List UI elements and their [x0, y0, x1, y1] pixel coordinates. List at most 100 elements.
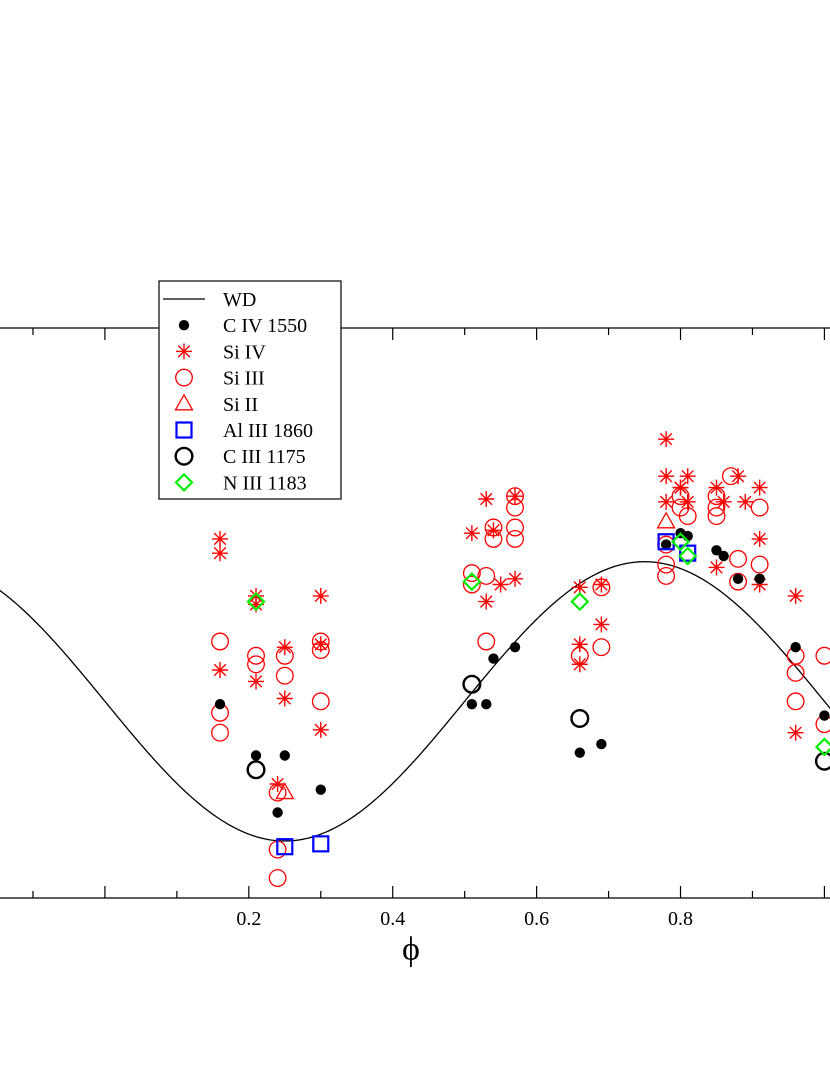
asterisk-stroke: [789, 726, 802, 739]
asterisk-stroke: [479, 492, 493, 506]
asterisk-stroke: [659, 432, 673, 446]
asterisk-stroke: [659, 469, 673, 483]
point-c-iv-1550: [732, 573, 744, 584]
point-si-iii: [750, 555, 769, 574]
x-axis-label: ϕ: [402, 931, 420, 968]
point-si-iv: [787, 587, 804, 604]
point-c-iv-1550: [754, 573, 765, 584]
legend-item-si-iii: Si III: [175, 368, 265, 390]
legend-item-al-iii-1860: Al III 1860: [175, 420, 313, 442]
x-tick-label: 0.2: [236, 908, 261, 930]
legend-marker: [175, 421, 193, 439]
point-n-iii-1183: [814, 737, 830, 757]
point-si-iii: [211, 723, 229, 742]
point-si-iii: [462, 575, 481, 594]
legend-label: C IV 1550: [223, 315, 307, 337]
point-si-iv: [593, 616, 610, 633]
point-si-iv: [276, 690, 293, 707]
point-si-ii: [275, 782, 295, 800]
point-si-iii: [275, 666, 294, 685]
point-si-iv: [571, 636, 588, 653]
point-si-iv: [787, 724, 804, 741]
legend-marker: [176, 343, 192, 360]
point-c-iv-1550: [315, 784, 326, 795]
legend-label: Si II: [223, 394, 258, 416]
asterisk-stroke: [753, 532, 766, 546]
point-si-iv: [478, 491, 495, 507]
asterisk-stroke: [681, 495, 694, 509]
point-si-iv: [485, 522, 502, 539]
point-si-iii: [786, 663, 805, 682]
point-c-iv-1550: [819, 710, 830, 721]
point-si-iv: [571, 656, 588, 673]
point-si-iv: [730, 468, 747, 485]
data-points: [211, 431, 830, 888]
asterisk-stroke: [278, 692, 292, 705]
point-si-iii: [657, 555, 676, 574]
series-si-ii: [275, 511, 676, 800]
point-si-iii: [750, 498, 769, 517]
point-n-iii-1183: [570, 592, 590, 612]
legend: WD C IV 1550 Si IV Si III Si II Al III 1860 C …: [158, 280, 342, 500]
point-si-iv: [679, 493, 696, 510]
asterisk-stroke: [465, 526, 479, 540]
point-si-iv: [737, 493, 754, 510]
point-c-iv-1550: [481, 699, 492, 710]
series-n-iii-1183: [246, 532, 830, 757]
point-n-iii-1183: [670, 532, 691, 552]
legend-label: Si III: [223, 368, 265, 390]
point-c-iii-1175: [246, 760, 266, 780]
point-si-iii: [592, 638, 611, 657]
point-si-iv: [212, 662, 229, 678]
point-si-iv: [269, 776, 286, 792]
series-c-iv-1550: [214, 528, 830, 818]
point-c-iv-1550: [596, 738, 607, 750]
point-c-iv-1550: [718, 550, 729, 562]
asterisk-stroke: [659, 495, 673, 509]
asterisk-stroke: [278, 640, 292, 654]
point-c-iv-1550: [660, 539, 672, 550]
point-si-iii: [462, 564, 481, 583]
point-si-iv: [507, 488, 524, 505]
point-c-iv-1550: [214, 699, 226, 710]
x-tick-label: 0.6: [524, 908, 549, 930]
asterisk-stroke: [494, 578, 507, 591]
asterisk-stroke: [213, 663, 227, 677]
point-c-iii-1175: [462, 674, 482, 694]
legend-item-wd: WD: [163, 289, 256, 311]
point-c-iv-1550: [272, 807, 283, 818]
series-si-iv: [212, 431, 804, 792]
legend-item-c-iii-1175: C III 1175: [174, 446, 306, 468]
asterisk-stroke: [249, 598, 263, 611]
legend-marker: [174, 446, 194, 466]
asterisk-stroke: [314, 723, 328, 737]
point-si-iii: [707, 498, 726, 517]
point-si-iii: [247, 646, 265, 665]
legend-marker: [174, 472, 194, 492]
point-si-iii: [815, 646, 830, 665]
legend-marker: [175, 368, 193, 387]
point-c-iii-1175: [814, 751, 830, 771]
asterisk-stroke: [595, 618, 608, 631]
asterisk-stroke: [710, 561, 723, 574]
legend-item-n-iii-1183: N III 1183: [174, 472, 307, 494]
point-si-iv: [312, 636, 329, 653]
point-si-iii: [729, 549, 748, 568]
point-al-iii-1860: [312, 835, 330, 853]
point-c-iii-1175: [570, 708, 590, 728]
asterisk-stroke: [710, 481, 723, 494]
point-si-iv: [312, 721, 329, 738]
asterisk-stroke: [739, 495, 752, 509]
point-si-iii: [506, 487, 524, 506]
legend-label: Si IV: [223, 341, 266, 363]
asterisk-stroke: [573, 638, 587, 651]
point-n-iii-1183: [246, 592, 266, 612]
point-si-iii: [247, 655, 265, 674]
point-si-iv: [708, 479, 725, 496]
wd-curve-group: [0, 561, 830, 842]
point-si-iii: [786, 692, 805, 711]
legend-item-c-iv-1550: C IV 1550: [178, 315, 307, 337]
point-si-iv: [492, 576, 509, 593]
legend-item-si-ii: Si II: [174, 393, 258, 416]
